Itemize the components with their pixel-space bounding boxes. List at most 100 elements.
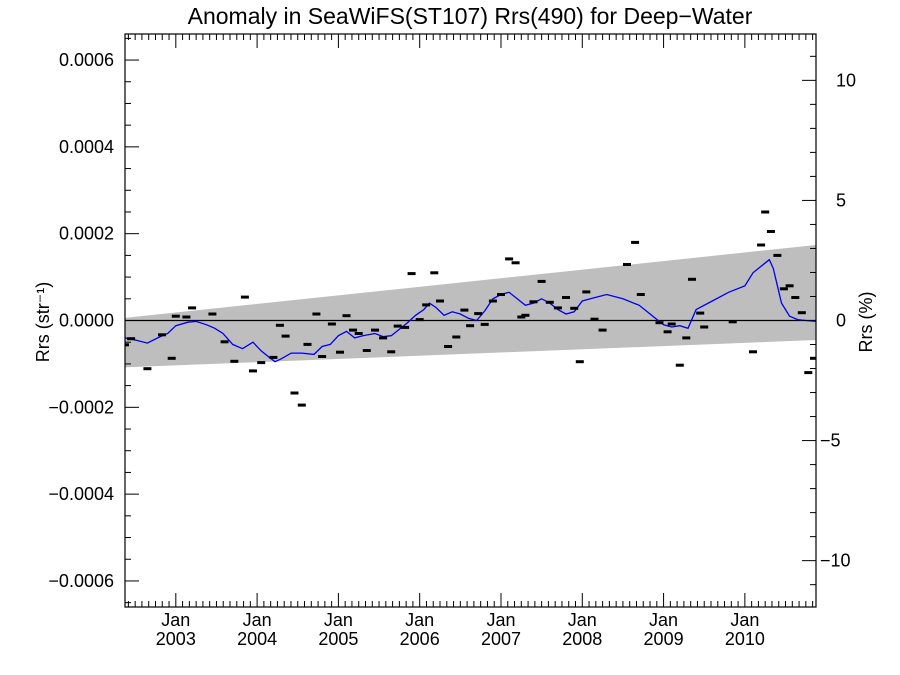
- y-axis-right: 10 5 0 −5 −10: [802, 55, 856, 586]
- data-point: [785, 284, 794, 288]
- data-point: [797, 311, 806, 315]
- data-point: [460, 308, 469, 312]
- data-point: [488, 299, 497, 303]
- data-point: [553, 306, 562, 310]
- plot-area: [124, 33, 825, 608]
- data-point: [436, 299, 444, 303]
- data-point: [810, 356, 816, 360]
- data-point: [598, 328, 607, 332]
- data-point: [675, 363, 684, 367]
- data-point: [817, 323, 825, 326]
- y-left-tick-label: 0.0004: [59, 137, 114, 157]
- y-right-tick-label: −10: [820, 551, 851, 571]
- data-point: [336, 350, 344, 354]
- data-point: [387, 350, 396, 354]
- data-point: [631, 240, 640, 244]
- smoothed-anomaly-line: [125, 258, 816, 363]
- data-point: [167, 356, 176, 360]
- x-tick-label-year: 2003: [156, 629, 196, 649]
- uncertainty-envelope: [125, 244, 816, 368]
- y-right-tick-label: 10: [836, 70, 856, 90]
- y-left-tick-label: −0.0002: [48, 397, 114, 417]
- data-point: [297, 403, 306, 407]
- data-point: [349, 328, 357, 332]
- data-point: [362, 349, 371, 352]
- data-point: [127, 337, 136, 341]
- x-axis: Jan2003Jan2004Jan2005Jan2006Jan2007Jan20…: [127, 34, 814, 649]
- data-point: [562, 296, 570, 299]
- x-tick-label-month: Jan: [405, 610, 434, 630]
- data-point: [182, 315, 191, 319]
- data-point: [529, 300, 538, 304]
- data-point: [575, 360, 584, 364]
- y-right-tick-label: 0: [836, 311, 846, 331]
- data-point: [521, 313, 530, 317]
- chart-title: Anomaly in SeaWiFS(ST107) Rrs(490) for D…: [188, 3, 753, 29]
- data-point: [220, 340, 229, 344]
- y-right-tick-label: 5: [836, 190, 846, 210]
- data-point: [696, 311, 705, 315]
- x-tick-label-year: 2007: [481, 629, 521, 649]
- data-point: [208, 312, 217, 316]
- data-point: [655, 321, 664, 325]
- data-point: [570, 306, 579, 310]
- data-point: [143, 367, 152, 371]
- data-point: [125, 343, 129, 347]
- y-axis-left-label: Rrs (str⁻¹): [33, 282, 53, 362]
- data-point: [430, 271, 439, 275]
- data-point: [791, 296, 800, 299]
- data-point: [290, 391, 299, 395]
- x-tick-label-month: Jan: [486, 610, 515, 630]
- y-left-tick-label: −0.0004: [48, 484, 114, 504]
- y-left-tick-label: 0.0000: [59, 311, 114, 331]
- data-point: [188, 306, 197, 310]
- data-point: [269, 355, 278, 359]
- data-point: [511, 261, 520, 265]
- y-left-tick-label: −0.0006: [48, 571, 114, 591]
- data-point: [303, 342, 312, 346]
- plot-contents: [125, 210, 825, 407]
- data-point: [537, 279, 546, 283]
- data-point: [444, 345, 453, 348]
- y-axis-left: 0.0006 0.0004 0.0002 0.0000 −0.0002 −0.0004 −0…: [48, 37, 139, 604]
- data-point: [466, 324, 475, 328]
- data-point: [415, 318, 424, 322]
- data-point: [318, 355, 327, 358]
- data-point: [700, 325, 709, 329]
- data-point: [757, 243, 766, 247]
- data-point: [667, 322, 676, 326]
- data-point: [312, 312, 321, 316]
- data-point: [407, 272, 416, 276]
- data-point: [230, 359, 239, 363]
- x-tick-label-month: Jan: [649, 610, 678, 630]
- data-point: [545, 300, 554, 304]
- data-point: [623, 263, 631, 266]
- data-point: [171, 314, 180, 318]
- y-axis-right-label: Rrs (%): [856, 292, 876, 353]
- data-point: [393, 324, 402, 328]
- data-point: [452, 335, 461, 339]
- x-tick-label-month: Jan: [324, 610, 353, 630]
- data-point: [379, 336, 388, 340]
- data-point: [342, 314, 351, 318]
- data-point: [636, 293, 645, 296]
- data-point: [474, 312, 483, 316]
- data-point: [275, 323, 284, 327]
- x-tick-label-month: Jan: [161, 610, 190, 630]
- data-point: [249, 369, 257, 373]
- data-point: [497, 293, 505, 296]
- x-tick-label-year: 2009: [644, 629, 684, 649]
- data-point: [766, 230, 775, 233]
- data-point: [590, 317, 599, 321]
- x-tick-label-year: 2008: [562, 629, 602, 649]
- y-left-tick-label: 0.0002: [59, 224, 114, 244]
- x-tick-label-month: Jan: [243, 610, 272, 630]
- data-point: [728, 320, 737, 324]
- data-point: [749, 350, 757, 354]
- data-point: [401, 325, 410, 329]
- data-point: [773, 253, 782, 257]
- data-point: [240, 295, 249, 299]
- x-tick-label-month: Jan: [568, 610, 597, 630]
- data-point: [480, 322, 489, 326]
